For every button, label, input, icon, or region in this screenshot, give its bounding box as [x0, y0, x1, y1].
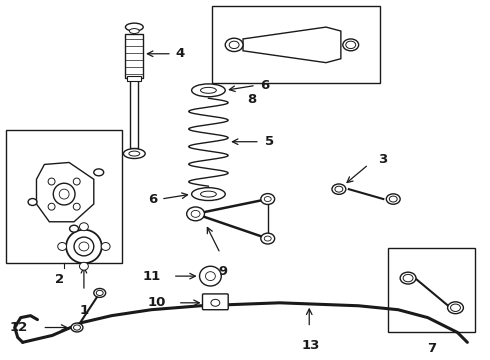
Ellipse shape: [264, 197, 271, 202]
Ellipse shape: [192, 84, 225, 97]
Ellipse shape: [332, 184, 346, 194]
Ellipse shape: [200, 87, 217, 93]
Ellipse shape: [71, 323, 83, 332]
Ellipse shape: [123, 149, 145, 158]
Text: 2: 2: [55, 273, 64, 286]
Ellipse shape: [94, 288, 106, 297]
Ellipse shape: [389, 196, 397, 202]
Ellipse shape: [94, 169, 104, 176]
Ellipse shape: [343, 39, 359, 51]
Ellipse shape: [386, 194, 400, 204]
Ellipse shape: [335, 186, 343, 192]
Ellipse shape: [66, 230, 102, 263]
Ellipse shape: [403, 274, 413, 282]
Ellipse shape: [74, 203, 80, 210]
Ellipse shape: [129, 28, 139, 33]
Text: 11: 11: [143, 270, 161, 283]
Ellipse shape: [199, 266, 221, 286]
Text: 4: 4: [176, 47, 185, 60]
Text: 10: 10: [147, 296, 166, 309]
Ellipse shape: [79, 223, 88, 231]
Bar: [6, 130, 122, 263]
Ellipse shape: [101, 243, 110, 251]
Ellipse shape: [229, 41, 239, 49]
FancyBboxPatch shape: [202, 294, 228, 310]
Ellipse shape: [74, 237, 94, 256]
Polygon shape: [36, 162, 94, 222]
Ellipse shape: [211, 300, 220, 306]
Bar: [127, 76, 141, 81]
Text: 3: 3: [378, 153, 388, 166]
Bar: [130, 78, 138, 148]
Text: 8: 8: [247, 93, 257, 106]
Text: 6: 6: [148, 193, 157, 206]
Ellipse shape: [58, 243, 67, 251]
Ellipse shape: [79, 242, 89, 251]
Ellipse shape: [48, 178, 55, 185]
Ellipse shape: [96, 290, 103, 296]
Text: 7: 7: [427, 342, 436, 355]
Text: 1: 1: [79, 304, 89, 317]
Ellipse shape: [447, 302, 464, 314]
Ellipse shape: [187, 207, 204, 221]
Ellipse shape: [200, 191, 217, 197]
Ellipse shape: [261, 233, 275, 244]
Text: 6: 6: [260, 79, 269, 92]
Ellipse shape: [192, 188, 225, 201]
Ellipse shape: [74, 325, 80, 330]
Ellipse shape: [79, 262, 88, 270]
Bar: [388, 248, 475, 332]
Ellipse shape: [225, 38, 243, 51]
Ellipse shape: [205, 272, 215, 280]
Text: 5: 5: [265, 135, 274, 148]
Bar: [212, 6, 380, 84]
Ellipse shape: [125, 23, 143, 31]
Text: 13: 13: [302, 339, 320, 352]
Ellipse shape: [400, 272, 416, 284]
Ellipse shape: [451, 304, 461, 311]
Text: 12: 12: [9, 321, 27, 334]
Ellipse shape: [346, 41, 356, 49]
Ellipse shape: [74, 178, 80, 185]
Ellipse shape: [48, 203, 55, 210]
Ellipse shape: [28, 199, 37, 206]
Ellipse shape: [53, 183, 75, 205]
Ellipse shape: [70, 225, 78, 232]
Ellipse shape: [261, 194, 275, 204]
Bar: [125, 34, 143, 78]
Text: 9: 9: [219, 265, 228, 278]
Polygon shape: [243, 27, 341, 63]
Ellipse shape: [59, 189, 69, 199]
Ellipse shape: [264, 236, 271, 241]
Ellipse shape: [129, 151, 140, 156]
Ellipse shape: [191, 210, 200, 217]
